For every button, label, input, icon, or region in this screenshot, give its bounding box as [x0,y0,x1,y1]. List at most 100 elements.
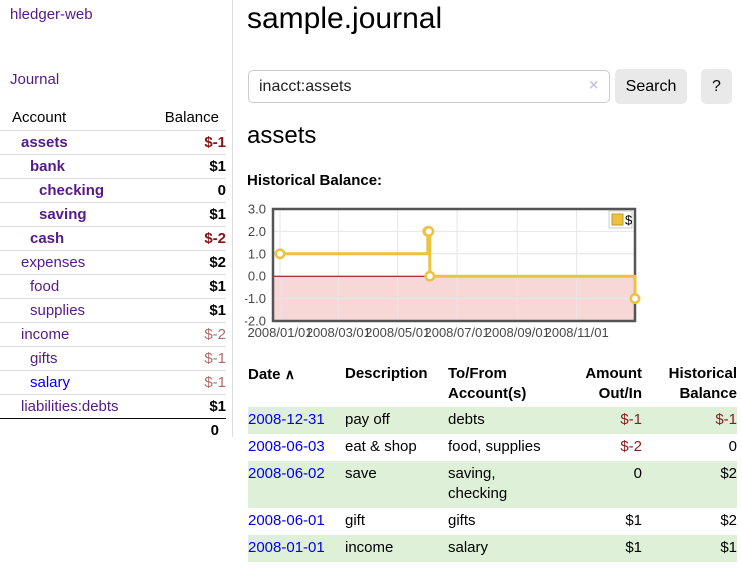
register-row: 2008-01-01 income salary $1 $1 [248,535,737,562]
x-tick-label: 2008/11/01 [545,325,609,340]
transaction-accounts: gifts [448,512,476,529]
account-link[interactable]: liabilities:debts [21,397,119,415]
account-balance: $-2 [149,225,226,250]
page-title: sample.journal [247,2,443,35]
transaction-amount: $-1 [578,407,642,434]
accounts-header-account: Account [12,109,67,127]
chart-legend: $ [608,210,633,229]
balance-chart: 3.0 2.0 1.0 0.0 -1.0 -2.02008/01/012008/03/01… [245,202,641,340]
account-balance: $1 [149,297,226,322]
register-row: 2008-06-03 eat & shop food, supplies $-2 0 [248,434,737,461]
account-balance: $2 [149,249,226,274]
clear-search-icon[interactable]: × [589,77,599,94]
transaction-date-link[interactable]: 2008-01-01 [248,539,325,556]
account-row: checking 0 [0,177,226,202]
transaction-amount: $1 [578,535,642,562]
y-tick-label: 0.0 [248,269,266,284]
sidebar: hledger-web Journal Account Balance asse… [0,0,233,442]
account-link[interactable]: assets [21,133,68,151]
account-link[interactable]: cash [30,229,65,247]
chart-border [271,207,637,323]
register-table: Date ∧ Description To/From Account(s) Am… [248,362,737,562]
transaction-accounts: salary [448,535,578,562]
accounts-total-spacer [0,417,150,442]
transaction-description: gift [345,512,366,529]
transaction-description: eat & shop [345,438,417,455]
account-link[interactable]: salary [30,373,71,391]
account-balance: $-2 [149,321,226,346]
transaction-balance: $2 [642,461,737,508]
account-link[interactable]: gifts [30,349,58,367]
account-row: supplies $1 [0,297,226,322]
transaction-accounts: debts [448,407,578,434]
transaction-amount: $-2 [620,438,642,455]
register-row: 2008-06-02 save saving, checking 0 $2 [248,461,737,508]
transaction-date-link[interactable]: 2008-06-03 [248,438,325,455]
account-link[interactable]: checking [39,181,105,199]
y-tick-label: 2.0 [248,224,266,239]
register-header-description: Description [345,365,428,382]
account-title: assets [247,122,317,149]
transaction-date-link[interactable]: 2008-06-01 [248,512,325,529]
register-header-accounts: To/From Account(s) [448,365,527,402]
account-balance: $1 [149,393,226,418]
account-balance: $-1 [149,369,226,394]
transaction-description: save [345,461,448,508]
account-link[interactable]: supplies [30,301,86,319]
accounts-total-value: 0 [149,417,226,442]
register-header-amount: Amount Out/In [585,365,642,402]
account-row: income $-2 [0,321,226,346]
account-link[interactable]: food [30,277,60,295]
brand-link[interactable]: hledger-web [10,6,93,23]
accounts-header-balance: Balance [164,109,219,127]
x-tick-label: 2008/01/01 [247,325,312,340]
register-row: 2008-06-01 gift gifts $1 $2 [248,508,737,535]
nav-journal-link[interactable]: Journal [10,71,60,88]
y-tick-label: -2.0 [245,314,266,329]
transaction-date-link[interactable]: 2008-06-02 [248,465,325,482]
chart-data-point [424,270,436,282]
transaction-amount: $1 [625,512,642,529]
transaction-balance: 0 [728,438,737,455]
account-link[interactable]: income [21,325,70,343]
x-tick-label: 2008/05/01 [365,325,430,340]
register-header-date[interactable]: Date ∧ [248,366,295,383]
account-balance: $1 [149,273,226,298]
account-row: cash $-2 [0,225,226,250]
chart-data-point [274,248,286,260]
x-tick-label: 2008/07/01 [424,325,489,340]
y-tick-label: 3.0 [248,202,266,217]
legend-label: $ [625,213,633,228]
account-row: saving $1 [0,201,226,226]
search-input[interactable] [248,70,610,103]
account-link[interactable]: bank [30,157,66,175]
transaction-balance: $1 [642,535,737,562]
y-tick-label: 1.0 [248,246,266,261]
account-link[interactable]: expenses [21,253,86,271]
account-balance: $-1 [149,345,226,370]
chart-data-point [629,293,641,305]
account-row: bank $1 [0,153,226,178]
legend-swatch [611,213,624,226]
transaction-date-link[interactable]: 2008-12-31 [248,411,325,428]
x-tick-label: 2008/03/01 [306,325,371,340]
account-row: gifts $-1 [0,345,226,370]
account-row: assets $-1 [0,129,226,154]
x-tick-label: 2008/09/01 [485,325,550,340]
help-button[interactable]: ? [701,69,732,104]
account-link[interactable]: saving [39,205,87,223]
transaction-balance: $-1 [642,407,737,434]
register-header-balance: Historical Balance [668,365,737,402]
y-tick-label: -1.0 [245,291,266,306]
transaction-accounts: food, supplies [448,438,541,455]
sort-asc-icon: ∧ [284,366,295,382]
search-button[interactable]: Search [615,69,687,104]
transaction-balance: $2 [720,512,737,529]
account-row: expenses $2 [0,249,226,274]
accounts-total-row: 0 [0,417,226,442]
account-row: liabilities:debts $1 [0,393,226,418]
chart-title: Historical Balance: [247,172,383,189]
transaction-description: income [345,535,448,562]
account-row: food $1 [0,273,226,298]
chart-data-point [423,225,435,237]
